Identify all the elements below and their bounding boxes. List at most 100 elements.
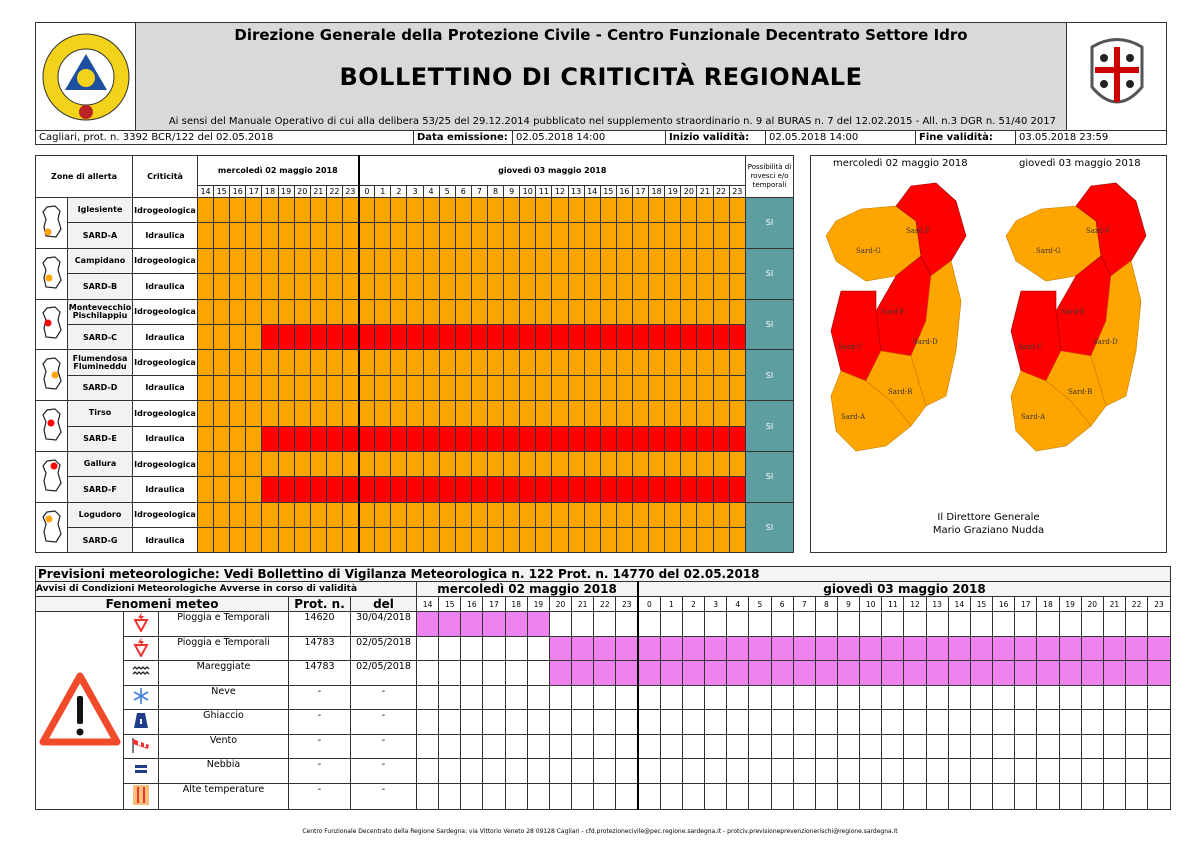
criticality-table: Zone di allerta Criticità mercoledì 02 mag…: [35, 155, 794, 554]
warning-cell: [836, 733, 861, 759]
criticality-cell: [390, 425, 408, 452]
criticality-cell: [374, 323, 392, 351]
signature-name: Mario Graziano Nudda: [932, 525, 1045, 536]
warning-cell: [615, 758, 639, 784]
criticality-cell: [551, 247, 569, 275]
map-label: Sard-F: [906, 227, 930, 235]
criticality-type: Idrogeologica: [132, 349, 198, 376]
criticality-cell: [583, 298, 601, 325]
warning-cell: [1014, 782, 1038, 810]
criticality-cell: [664, 527, 682, 554]
hour-header: 8: [486, 185, 505, 198]
criticality-cell: [325, 527, 343, 554]
criticality-cell: [583, 222, 601, 249]
bulletin-info-row: Cagliari, prot. n. 3392 BCR/122 del 02.0…: [35, 131, 1167, 145]
warning-cell: [903, 709, 927, 735]
criticality-cell: [341, 273, 360, 300]
criticality-cell: [438, 349, 456, 376]
criticality-cell: [325, 450, 343, 478]
criticality-cell: [664, 374, 682, 402]
criticality-type: Idrogeologica: [132, 298, 198, 325]
fog-icon: [123, 758, 159, 784]
warning-cell: [681, 733, 706, 759]
criticality-cell: [390, 298, 408, 325]
warning-cell: [504, 758, 528, 784]
criticality-cell: [599, 273, 617, 300]
warning-cell: [438, 635, 462, 661]
criticality-cell: [712, 196, 730, 224]
criticality-cell: [551, 527, 569, 554]
criticality-cell: [406, 476, 424, 503]
zone-code: SARD-A: [67, 222, 133, 249]
warning-cell: [903, 660, 927, 686]
criticality-cell: [728, 247, 747, 275]
hour-header: 12: [551, 185, 569, 198]
warning-cell: [460, 684, 484, 710]
warning-cell: [504, 709, 528, 735]
hour-header: 14: [947, 596, 971, 612]
hour-header: 17: [245, 185, 263, 198]
warning-cell: [526, 733, 550, 759]
criticality-cell: [503, 323, 521, 351]
criticality-cell: [728, 222, 747, 249]
criticality-cell: [196, 400, 215, 427]
criticality-cell: [245, 222, 263, 249]
coat-of-arms-logo: [1066, 23, 1166, 130]
regione-sardegna-logo: [36, 23, 136, 130]
warning-cell: [726, 684, 750, 710]
warning-cell: [593, 660, 617, 686]
criticality-cell: [567, 476, 585, 503]
phenomenon-prot: -: [288, 709, 351, 735]
criticality-cell: [615, 222, 633, 249]
warning-cell: [1102, 660, 1127, 686]
criticality-cell: [615, 298, 633, 325]
criticality-cell: [309, 349, 327, 376]
criticality-cell: [454, 222, 472, 249]
warning-cell: [1147, 709, 1171, 735]
criticality-cell: [470, 527, 488, 554]
warning-cell: [748, 611, 772, 637]
criticality-cell: [325, 374, 343, 402]
criticality-cell: [390, 222, 408, 249]
criticality-cell: [374, 527, 392, 554]
criticality-cell: [406, 400, 424, 427]
criticality-cell: [583, 476, 601, 503]
warning-cell: [1036, 635, 1060, 661]
criticality-cell: [341, 425, 360, 452]
criticality-cell: [567, 247, 585, 275]
hour-header: 4: [726, 596, 750, 612]
warning-cell: [1102, 758, 1127, 784]
criticality-cell: [648, 298, 666, 325]
day2-header: giovedì 03 maggio 2018: [357, 155, 746, 186]
warning-cell: [947, 733, 971, 759]
hour-header: 6: [770, 596, 794, 612]
criticality-cell: [438, 527, 456, 554]
warning-cell: [969, 660, 994, 686]
zone-name: Gallura: [67, 450, 133, 478]
hour-header: 7: [470, 185, 488, 198]
criticality-cell: [325, 425, 343, 452]
criticality-cell: [438, 273, 456, 300]
criticality-cell: [390, 400, 408, 427]
warning-cell: [1036, 733, 1060, 759]
criticality-cell: [229, 273, 247, 300]
warning-cell: [1124, 660, 1149, 686]
hour-header: 11: [881, 596, 905, 612]
criticality-cell: [519, 349, 537, 376]
thermometer-icon: [123, 782, 159, 810]
warning-cell: [659, 758, 683, 784]
map-zone-d: [1090, 260, 1142, 407]
warning-cell: [969, 709, 994, 735]
criticality-cell: [261, 450, 279, 478]
criticality-cell: [712, 501, 730, 529]
map-label: Sard-D: [1093, 338, 1118, 346]
criticality-cell: [196, 298, 215, 325]
criticality-cell: [664, 323, 682, 351]
criticality-cell: [535, 247, 553, 275]
criticality-cell: [648, 273, 666, 300]
criticality-cell: [648, 374, 666, 402]
criticality-cell: [196, 476, 215, 503]
criticality-cell: [341, 222, 360, 249]
criticality-cell: [454, 273, 472, 300]
criticality-cell: [309, 374, 327, 402]
